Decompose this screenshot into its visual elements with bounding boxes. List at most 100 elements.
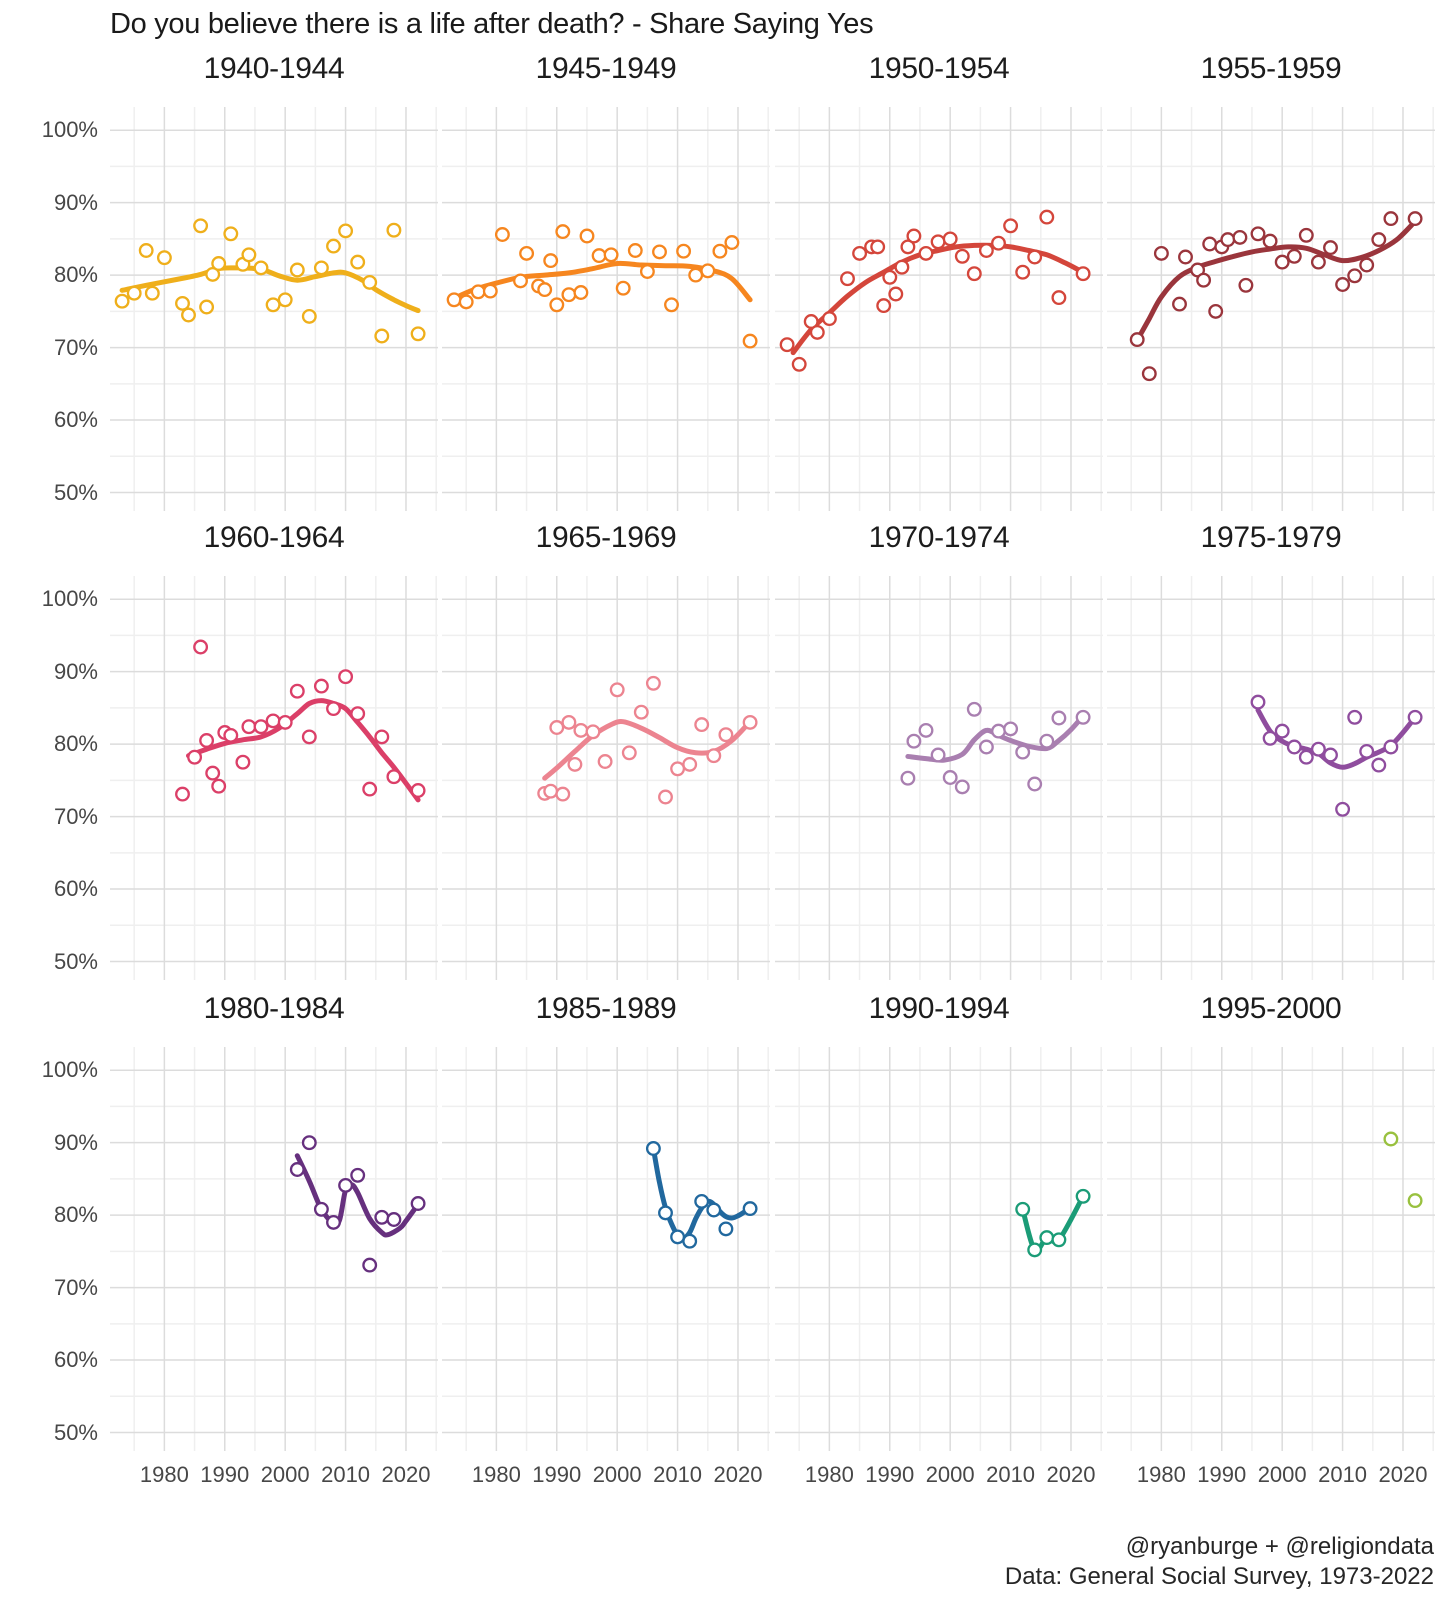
data-point bbox=[1274, 254, 1290, 270]
data-point bbox=[241, 247, 257, 263]
data-point bbox=[211, 256, 227, 271]
y-axis-tick-label: 70% bbox=[53, 334, 98, 360]
data-point bbox=[289, 262, 305, 278]
data-point bbox=[1232, 229, 1248, 245]
data-point bbox=[1250, 694, 1266, 710]
y-axis-tick-label: 60% bbox=[53, 407, 98, 433]
data-point bbox=[175, 786, 190, 802]
x-axis-tick-label: 1980 bbox=[471, 1462, 521, 1487]
data-point bbox=[350, 706, 366, 722]
trend-line bbox=[186, 698, 421, 803]
facet-panel-1940-1944 bbox=[110, 107, 438, 511]
data-point bbox=[906, 228, 922, 244]
data-point bbox=[700, 263, 716, 279]
data-point bbox=[664, 297, 679, 313]
data-point bbox=[706, 1202, 722, 1218]
data-point bbox=[718, 1221, 734, 1237]
facet-title-1990-1994: 1990-1994 bbox=[868, 992, 1010, 1025]
data-point bbox=[712, 243, 728, 259]
data-point bbox=[223, 226, 239, 242]
data-point bbox=[446, 292, 462, 308]
data-point bbox=[175, 295, 190, 311]
data-point bbox=[181, 307, 196, 323]
data-point bbox=[374, 729, 390, 745]
data-point bbox=[639, 264, 655, 279]
data-point bbox=[779, 337, 795, 353]
data-point bbox=[1153, 245, 1169, 261]
data-point bbox=[561, 714, 577, 730]
y-axis-tick-label: 100% bbox=[41, 586, 98, 612]
y-axis-tick-label: 90% bbox=[53, 189, 98, 215]
data-point bbox=[301, 1135, 317, 1151]
data-point bbox=[313, 678, 329, 694]
y-axis-tick-label: 100% bbox=[41, 1057, 98, 1083]
data-point bbox=[211, 778, 227, 794]
data-point bbox=[1003, 721, 1019, 737]
data-point bbox=[549, 720, 565, 735]
data-point bbox=[585, 724, 601, 740]
data-point bbox=[966, 701, 982, 717]
data-point bbox=[1286, 248, 1302, 264]
data-point bbox=[253, 719, 269, 735]
data-point bbox=[1220, 232, 1236, 248]
data-point bbox=[543, 253, 559, 269]
data-point bbox=[978, 243, 994, 258]
data-point bbox=[870, 239, 886, 255]
data-point bbox=[694, 717, 710, 733]
data-point bbox=[676, 243, 692, 259]
data-point bbox=[1347, 709, 1363, 725]
data-point bbox=[513, 273, 528, 289]
data-point bbox=[470, 284, 486, 300]
y-axis-tick-label: 90% bbox=[53, 1129, 98, 1155]
x-axis-tick-label: 2010 bbox=[986, 1462, 1036, 1487]
data-point bbox=[1407, 709, 1423, 725]
facet-title-1975-1979: 1975-1979 bbox=[1200, 521, 1342, 554]
data-point bbox=[1178, 249, 1193, 265]
data-point bbox=[1335, 277, 1351, 292]
data-point bbox=[966, 266, 982, 282]
data-point bbox=[555, 786, 571, 802]
data-point bbox=[374, 1209, 390, 1225]
data-point bbox=[742, 714, 758, 730]
data-point bbox=[1323, 240, 1338, 256]
data-point bbox=[289, 1162, 305, 1177]
facet-panel-1945-1949 bbox=[442, 107, 770, 511]
data-point bbox=[573, 285, 589, 300]
data-point bbox=[682, 756, 698, 772]
data-point bbox=[326, 701, 341, 717]
data-point bbox=[338, 669, 354, 685]
data-point bbox=[1039, 733, 1055, 749]
facet-panel-1995-2000 bbox=[1107, 1047, 1435, 1451]
x-axis-tick-label: 1980 bbox=[804, 1462, 854, 1487]
data-point bbox=[326, 1214, 341, 1230]
data-point bbox=[791, 356, 807, 372]
data-point bbox=[386, 769, 402, 785]
data-point bbox=[954, 779, 970, 795]
data-point bbox=[362, 781, 378, 797]
data-point bbox=[573, 722, 589, 738]
data-point bbox=[1027, 1242, 1043, 1258]
data-point bbox=[918, 722, 934, 738]
data-point bbox=[277, 292, 293, 308]
data-point bbox=[193, 639, 209, 655]
data-point bbox=[265, 297, 281, 313]
data-point bbox=[803, 314, 819, 329]
x-axis-tick-label: 1990 bbox=[532, 1462, 582, 1487]
data-point bbox=[930, 747, 946, 763]
data-point bbox=[410, 326, 426, 342]
data-point bbox=[277, 714, 293, 730]
data-point bbox=[1298, 749, 1314, 765]
data-point bbox=[579, 228, 595, 244]
trend-line bbox=[1134, 219, 1418, 343]
data-point bbox=[1141, 366, 1157, 382]
y-axis-tick-label: 70% bbox=[53, 803, 98, 829]
data-point bbox=[1075, 709, 1091, 725]
data-point bbox=[658, 789, 673, 805]
data-point bbox=[187, 749, 203, 765]
y-axis-tick-label: 80% bbox=[53, 1202, 98, 1228]
x-axis-tick-label: 1980 bbox=[1136, 1462, 1186, 1487]
data-point bbox=[852, 245, 868, 261]
facet-panel-1975-1979 bbox=[1107, 576, 1435, 980]
data-point bbox=[1262, 730, 1278, 746]
data-point bbox=[821, 311, 837, 327]
